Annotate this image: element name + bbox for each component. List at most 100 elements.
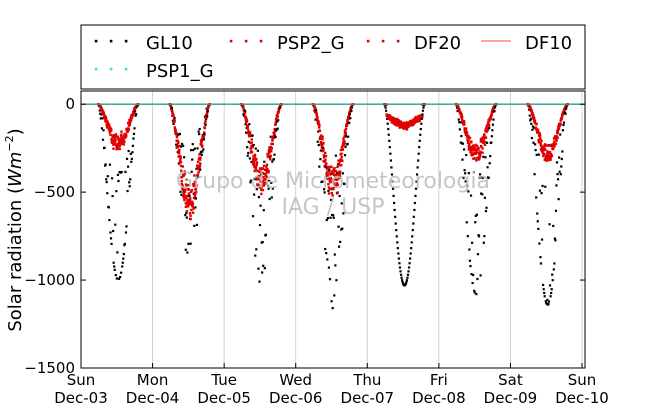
gl10-point — [198, 132, 201, 136]
gl10-point — [537, 227, 540, 230]
gl10-point — [389, 152, 392, 155]
gl10-point — [474, 221, 477, 224]
diffuse-point — [180, 175, 184, 179]
gl10-point — [206, 110, 209, 113]
gl10-point — [184, 214, 187, 217]
gl10-point — [409, 252, 412, 255]
gl10-point — [332, 216, 335, 219]
gl10-point — [123, 244, 126, 247]
gl10-point — [490, 135, 493, 138]
legend-entry-psp1g: PSP1_G — [94, 61, 214, 82]
gl10-point — [557, 198, 560, 201]
diffuse-point — [319, 140, 323, 144]
gl10-point — [550, 291, 553, 295]
gl10-point — [396, 246, 399, 250]
diffuse-point — [340, 146, 344, 149]
diffuse-point — [463, 123, 466, 126]
gl10-point — [338, 194, 341, 198]
diffuse-point — [110, 137, 114, 141]
diffuse-point — [185, 178, 188, 181]
gl10-point — [248, 157, 251, 160]
gl10-point — [334, 264, 337, 267]
gl10-point — [197, 130, 200, 133]
gl10-point — [528, 114, 531, 117]
gl10-point — [532, 141, 535, 144]
diffuse-point — [246, 126, 249, 129]
gl10-point — [464, 180, 467, 183]
gl10-point — [461, 158, 464, 161]
diffuse-point — [259, 170, 263, 174]
x-tick-day: Sun — [67, 371, 96, 389]
diffuse-point — [335, 174, 338, 178]
diffuse-point — [538, 132, 541, 135]
x-tick-date: Dec-06 — [269, 389, 323, 407]
diffuse-point — [193, 193, 197, 197]
gl10-point — [112, 261, 115, 264]
diffuse-point — [193, 191, 196, 195]
gl10-point — [118, 275, 122, 279]
legend-box — [80, 24, 586, 90]
diffuse-point — [556, 136, 559, 140]
diffuse-point — [329, 180, 332, 184]
psp2g-point — [482, 141, 485, 144]
diffuse-point — [261, 167, 265, 170]
psp2g-point — [117, 146, 120, 150]
diffuse-point — [193, 180, 197, 184]
gl10-point — [262, 264, 265, 267]
diffuse-point — [192, 182, 195, 186]
diffuse-point — [479, 151, 482, 154]
gl10-point — [249, 181, 252, 184]
diffuse-point — [275, 117, 278, 120]
gl10-point — [482, 241, 485, 244]
gl10-point — [559, 173, 562, 176]
psp2g-point — [483, 143, 487, 146]
gl10-point — [420, 122, 423, 125]
diffuse-point — [198, 166, 201, 170]
psp2g-point — [118, 144, 122, 148]
gl10-point — [415, 173, 419, 176]
gl10-point — [193, 147, 196, 150]
x-tick-day: Wed — [279, 371, 312, 389]
gl10-point — [188, 194, 191, 198]
gl10-point — [564, 112, 567, 115]
psp2g-point — [119, 138, 122, 142]
psp2g-point — [324, 164, 327, 167]
diffuse-point — [200, 143, 203, 147]
psp2g-point — [116, 144, 119, 148]
gl10-point — [323, 191, 326, 194]
gl10-point — [457, 118, 460, 121]
diffuse-point — [187, 183, 190, 187]
gl10-point — [532, 126, 536, 129]
diffuse-point — [554, 142, 558, 145]
diffuse-point — [126, 129, 130, 133]
x-gridlines — [152, 91, 583, 368]
gl10-point — [254, 147, 257, 150]
psp2g-point — [326, 176, 330, 179]
gl10-point — [553, 237, 556, 240]
diffuse-point — [205, 113, 209, 116]
psp2g-point — [187, 188, 191, 191]
psp2g-point — [179, 160, 183, 164]
gl10-point — [317, 143, 320, 147]
legend-marker-psp1g — [94, 67, 128, 71]
gl10-point — [115, 277, 118, 280]
psp2g-point — [111, 141, 114, 144]
gl10-point — [408, 262, 411, 265]
diffuse-point — [481, 147, 484, 150]
gl10-point — [551, 279, 554, 282]
diffuse-point — [174, 128, 177, 132]
gl10-point — [415, 180, 418, 183]
gl10-point — [172, 122, 175, 126]
diffuse-point — [119, 142, 122, 145]
gl10-point — [558, 156, 561, 159]
diffuse-point — [251, 160, 255, 163]
gl10-point — [271, 187, 274, 190]
gl10-point — [114, 223, 117, 226]
diffuse-point — [197, 158, 201, 161]
gl10-point — [333, 294, 336, 297]
psp2g-point — [248, 131, 252, 134]
gl10-point — [124, 170, 127, 174]
diffuse-point — [491, 110, 494, 114]
gl10-point — [331, 307, 334, 310]
diffuse-point — [542, 154, 545, 158]
